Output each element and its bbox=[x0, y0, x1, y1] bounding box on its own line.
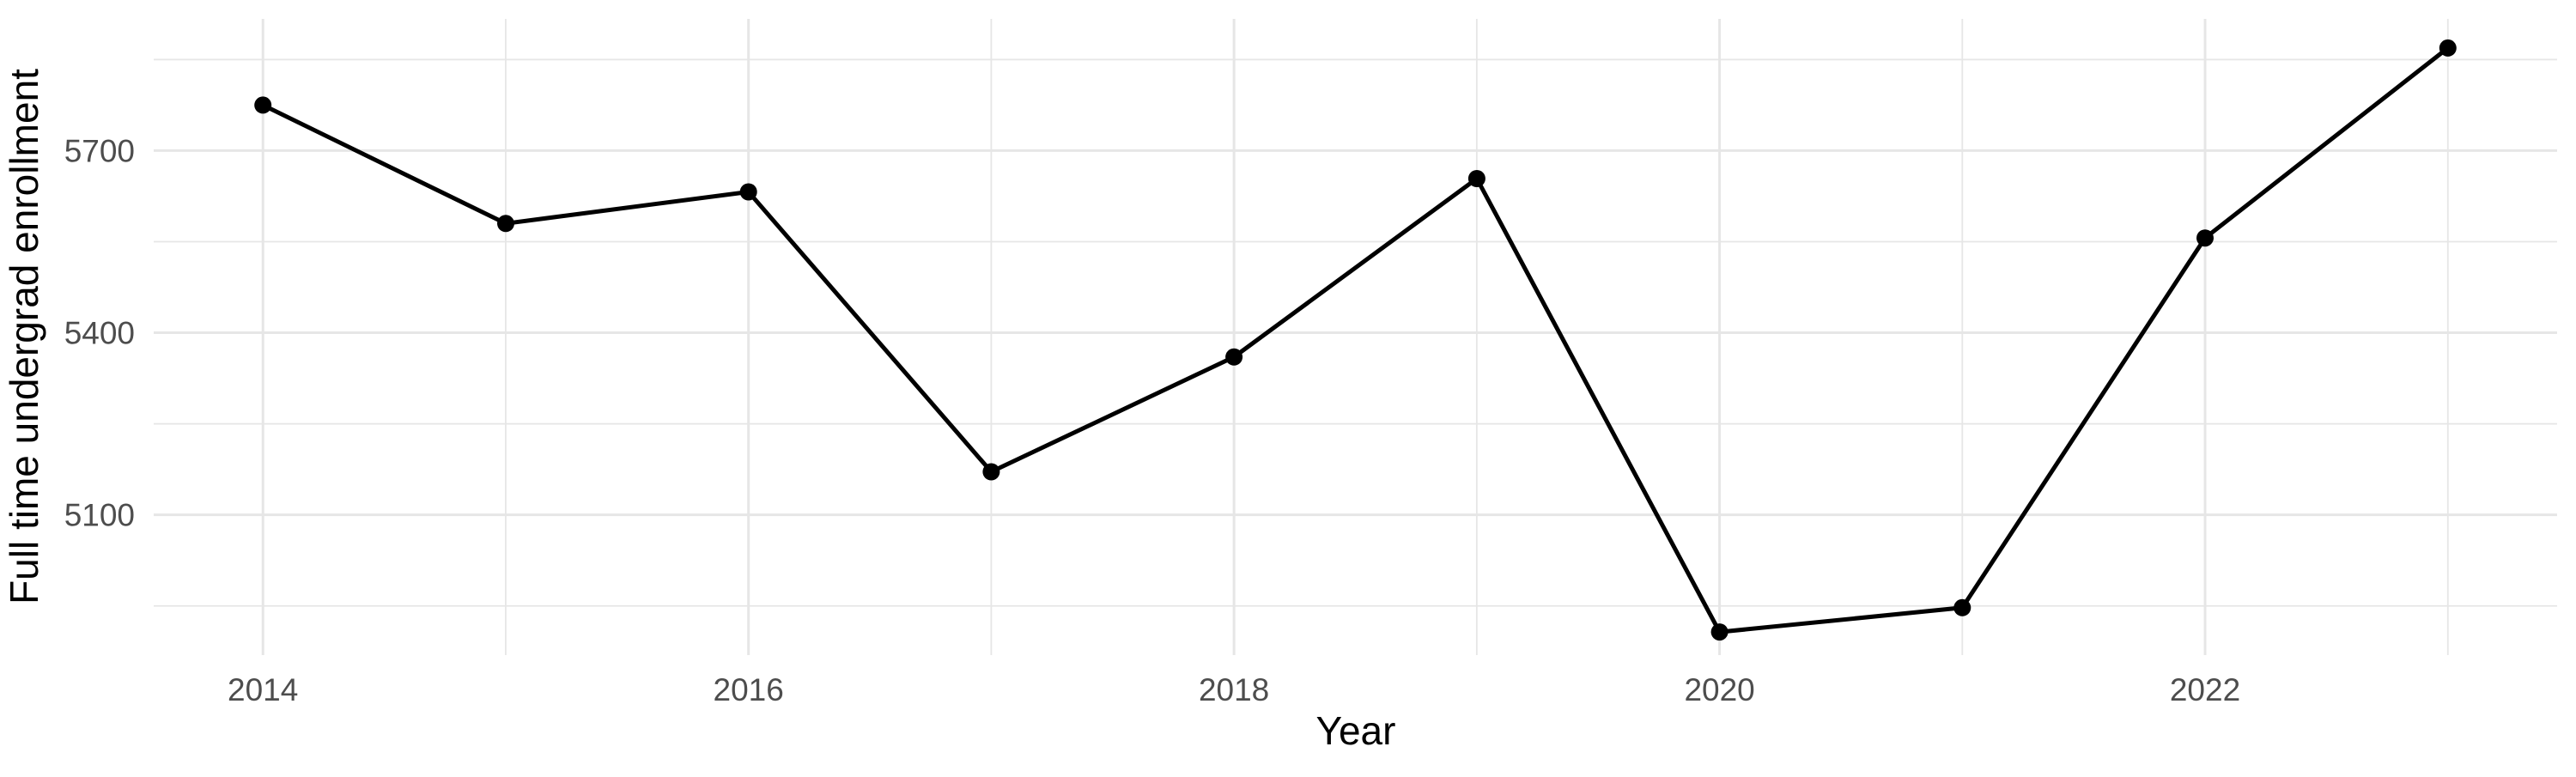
x-tick-label: 2018 bbox=[1199, 672, 1269, 707]
enrollment-series bbox=[254, 39, 2457, 641]
data-point bbox=[1710, 623, 1728, 641]
y-axis-title: Full time undergrad enrollment bbox=[2, 69, 46, 604]
y-tick-label: 5400 bbox=[64, 316, 135, 351]
data-point bbox=[1953, 598, 1971, 616]
data-point bbox=[739, 183, 757, 201]
x-axis-tick-labels: 2014 2016 2018 2020 2022 bbox=[228, 672, 2240, 707]
minor-gridlines bbox=[154, 19, 2557, 655]
data-point bbox=[1467, 170, 1485, 187]
y-tick-label: 5700 bbox=[64, 133, 135, 168]
data-point bbox=[1225, 348, 1243, 366]
x-axis-title: Year bbox=[1316, 708, 1396, 753]
x-tick-label: 2020 bbox=[1684, 672, 1754, 707]
data-point bbox=[2196, 229, 2214, 247]
enrollment-line bbox=[262, 46, 2450, 634]
data-point bbox=[497, 215, 514, 233]
data-point bbox=[982, 463, 1000, 481]
data-point bbox=[254, 96, 272, 114]
major-gridlines bbox=[154, 19, 2557, 655]
y-axis-tick-labels: 5100 5400 5700 bbox=[64, 133, 135, 532]
x-tick-label: 2022 bbox=[2170, 672, 2240, 707]
x-tick-label: 2014 bbox=[228, 672, 298, 707]
y-tick-label: 5100 bbox=[64, 498, 135, 533]
x-tick-label: 2016 bbox=[714, 672, 784, 707]
data-point bbox=[2439, 39, 2457, 57]
